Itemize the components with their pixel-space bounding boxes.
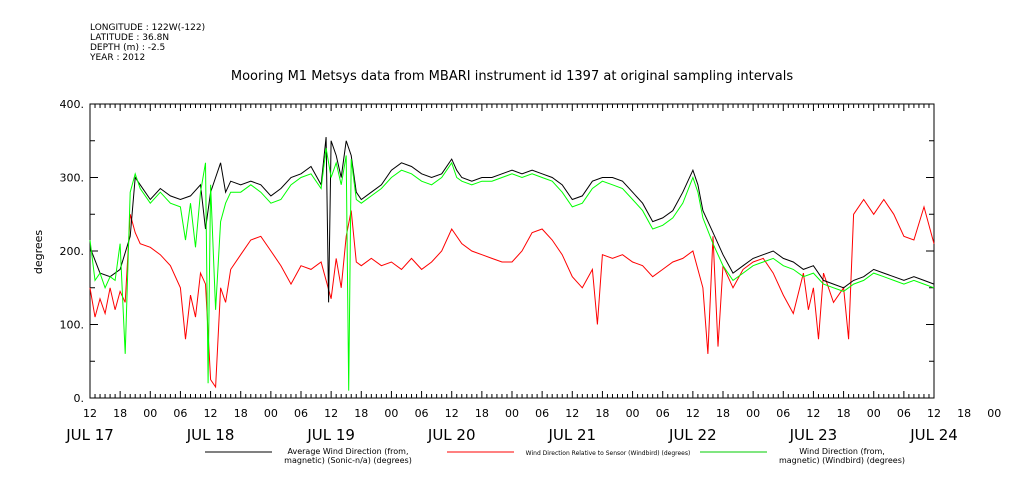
x-tick-label: 06 xyxy=(776,407,790,420)
y-axis-label: degrees xyxy=(32,230,45,275)
x-tick-label: 00 xyxy=(867,407,881,420)
x-tick-label: 12 xyxy=(686,407,700,420)
y-tick-label: 0. xyxy=(74,392,85,405)
x-tick-label: 18 xyxy=(475,407,489,420)
x-day-label: JUL 17 xyxy=(65,426,114,444)
y-tick-label: 100. xyxy=(60,319,85,332)
legend-red-text-1: Wind Direction Relative to Sensor (Windb… xyxy=(526,450,691,457)
x-tick-label: 00 xyxy=(505,407,519,420)
x-tick-label: 00 xyxy=(143,407,157,420)
legend-green-text-1: Wind Direction (from, xyxy=(799,447,885,456)
x-tick-label: 12 xyxy=(806,407,820,420)
plot-series xyxy=(89,137,935,391)
x-day-label: JUL 22 xyxy=(668,426,717,444)
x-tick-label: 00 xyxy=(626,407,640,420)
x-day-label: JUL 18 xyxy=(186,426,235,444)
x-tick-label: 18 xyxy=(354,407,368,420)
x-day-label: JUL 20 xyxy=(427,426,476,444)
x-tick-label: 12 xyxy=(927,407,941,420)
legend-black-text-2: magnetic) (Sonic-n/a) (degrees) xyxy=(284,456,412,465)
y-axis: 0. 100. 200. 300. 400. xyxy=(60,98,934,405)
x-tick-label: 18 xyxy=(957,407,971,420)
x-axis: 12 18 00 06 12 18 00 06 12 18 00 06 12 18 00 06 12 18 00 06… xyxy=(65,104,1001,444)
x-tick-label: 00 xyxy=(264,407,278,420)
year-label: YEAR : 2012 xyxy=(89,53,145,63)
x-tick-label: 18 xyxy=(234,407,248,420)
x-day-label: JUL 21 xyxy=(547,426,596,444)
x-tick-label: 00 xyxy=(746,407,760,420)
x-tick-label: 00 xyxy=(384,407,398,420)
x-tick-label: 00 xyxy=(987,407,1001,420)
y-tick-label: 200. xyxy=(60,245,85,258)
x-tick-label: 06 xyxy=(897,407,911,420)
x-tick-label: 12 xyxy=(83,407,97,420)
x-day-label: JUL 19 xyxy=(306,426,355,444)
y-tick-label: 400. xyxy=(60,98,85,111)
longitude-label: LONGITUDE : 122W(-122) xyxy=(90,23,205,33)
plot-frame xyxy=(89,103,935,399)
depth-label: DEPTH (m) : -2.5 xyxy=(90,43,165,53)
x-tick-label: 06 xyxy=(535,407,549,420)
legend-green-text-2: magnetic) (Windbird) (degrees) xyxy=(779,456,905,465)
x-tick-label: 12 xyxy=(565,407,579,420)
x-tick-label: 18 xyxy=(595,407,609,420)
x-day-label: JUL 23 xyxy=(789,426,838,444)
x-tick-label: 18 xyxy=(837,407,851,420)
series-line-2 xyxy=(89,148,935,391)
chart-title: Mooring M1 Metsys data from MBARI instru… xyxy=(231,69,793,84)
x-tick-label: 06 xyxy=(656,407,670,420)
x-tick-label: 12 xyxy=(445,407,459,420)
x-tick-label: 06 xyxy=(415,407,429,420)
x-tick-label: 12 xyxy=(204,407,218,420)
legend: Average Wind Direction (from, magnetic) … xyxy=(205,447,905,465)
latitude-label: LATITUDE : 36.8N xyxy=(90,33,169,43)
x-tick-label: 06 xyxy=(173,407,187,420)
x-tick-label: 06 xyxy=(294,407,308,420)
x-day-label: JUL 24 xyxy=(909,426,958,444)
series-line-0 xyxy=(89,137,935,303)
x-tick-label: 18 xyxy=(716,407,730,420)
x-tick-label: 18 xyxy=(113,407,127,420)
legend-black-text-1: Average Wind Direction (from, xyxy=(287,447,408,456)
y-tick-label: 300. xyxy=(60,172,85,185)
x-tick-label: 12 xyxy=(324,407,338,420)
series-line-1 xyxy=(89,198,935,389)
